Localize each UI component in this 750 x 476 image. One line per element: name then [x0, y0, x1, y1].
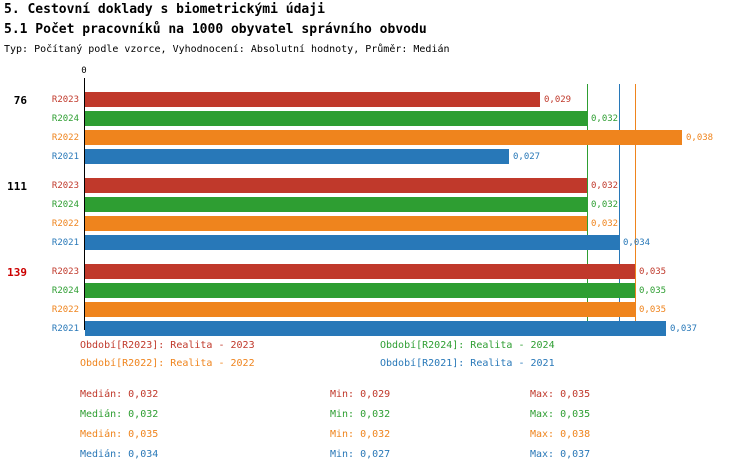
bar-r2022-group3 [85, 302, 635, 317]
bar-value-label: 0,032 [591, 114, 619, 124]
page-title: 5. Cestovní doklady s biometrickými údaj… [4, 2, 325, 17]
stat-median-r2022: Medián: 0,035 [80, 429, 159, 440]
bar-r2023-group1 [85, 92, 540, 107]
stat-median-r2024: Medián: 0,032 [80, 409, 159, 420]
bar-r2024-group3 [85, 283, 635, 298]
bar-r2024-group2 [85, 197, 587, 212]
group-label-139: 139 [7, 266, 27, 279]
legend-item-r2022: Období[R2022]: Realita - 2022 [80, 358, 255, 369]
stat-max-r2022: Max: 0,038 [530, 429, 591, 440]
median-line-r2024 [587, 84, 588, 330]
stat-max-r2024: Max: 0,035 [530, 409, 591, 420]
bar-row-label-r2024: R2024 [51, 286, 79, 296]
bar-row-label-r2023: R2023 [51, 267, 79, 277]
bar-r2024-group1 [85, 111, 587, 126]
bar-r2023-group2 [85, 178, 587, 193]
bar-value-label: 0,035 [639, 286, 667, 296]
stat-max-r2021: Max: 0,037 [530, 449, 591, 460]
bar-r2022-group2 [85, 216, 587, 231]
bar-value-label: 0,034 [623, 238, 651, 248]
bar-value-label: 0,032 [591, 181, 619, 191]
bar-row-label-r2024: R2024 [51, 114, 79, 124]
chart-meta-line: Typ: Počítaný podle vzorce, Vyhodnocení:… [4, 44, 450, 55]
bar-row-label-r2024: R2024 [51, 200, 79, 210]
stat-min-r2022: Min: 0,032 [330, 429, 391, 440]
bar-value-label: 0,032 [591, 200, 619, 210]
bar-r2021-group2 [85, 235, 619, 250]
bar-row-label-r2022: R2022 [51, 305, 79, 315]
bar-r2023-group3 [85, 264, 635, 279]
bar-row-label-r2021: R2021 [51, 238, 79, 248]
bar-r2021-group3 [85, 321, 666, 336]
axis-zero-label: 0 [81, 66, 87, 76]
median-line-r2022 [635, 84, 636, 330]
stat-median-r2021: Medián: 0,034 [80, 449, 159, 460]
stat-min-r2024: Min: 0,032 [330, 409, 391, 420]
group-label-76: 76 [13, 94, 27, 107]
bar-row-label-r2021: R2021 [51, 324, 79, 334]
stat-max-r2023: Max: 0,035 [530, 389, 591, 400]
bar-value-label: 0,027 [513, 152, 541, 162]
stat-min-r2023: Min: 0,029 [330, 389, 391, 400]
bar-r2021-group1 [85, 149, 509, 164]
bar-value-label: 0,035 [639, 267, 667, 277]
bar-row-label-r2023: R2023 [51, 181, 79, 191]
chart-title: 5.1 Počet pracovníků na 1000 obyvatel sp… [4, 22, 427, 37]
bar-row-label-r2023: R2023 [51, 95, 79, 105]
stat-min-r2021: Min: 0,027 [330, 449, 391, 460]
legend-item-r2023: Období[R2023]: Realita - 2023 [80, 340, 255, 351]
bar-row-label-r2022: R2022 [51, 133, 79, 143]
median-line-r2021 [619, 84, 620, 330]
bar-row-label-r2021: R2021 [51, 152, 79, 162]
bar-value-label: 0,038 [686, 133, 714, 143]
bar-row-label-r2022: R2022 [51, 219, 79, 229]
bar-value-label: 0,035 [639, 305, 667, 315]
bar-value-label: 0,037 [670, 324, 698, 334]
stat-median-r2023: Medián: 0,032 [80, 389, 159, 400]
group-label-111: 111 [7, 180, 27, 193]
bar-r2022-group1 [85, 130, 682, 145]
bar-value-label: 0,032 [591, 219, 619, 229]
legend-item-r2021: Období[R2021]: Realita - 2021 [380, 358, 555, 369]
bar-value-label: 0,029 [544, 95, 572, 105]
value-axis [84, 78, 85, 330]
legend-item-r2024: Období[R2024]: Realita - 2024 [380, 340, 555, 351]
